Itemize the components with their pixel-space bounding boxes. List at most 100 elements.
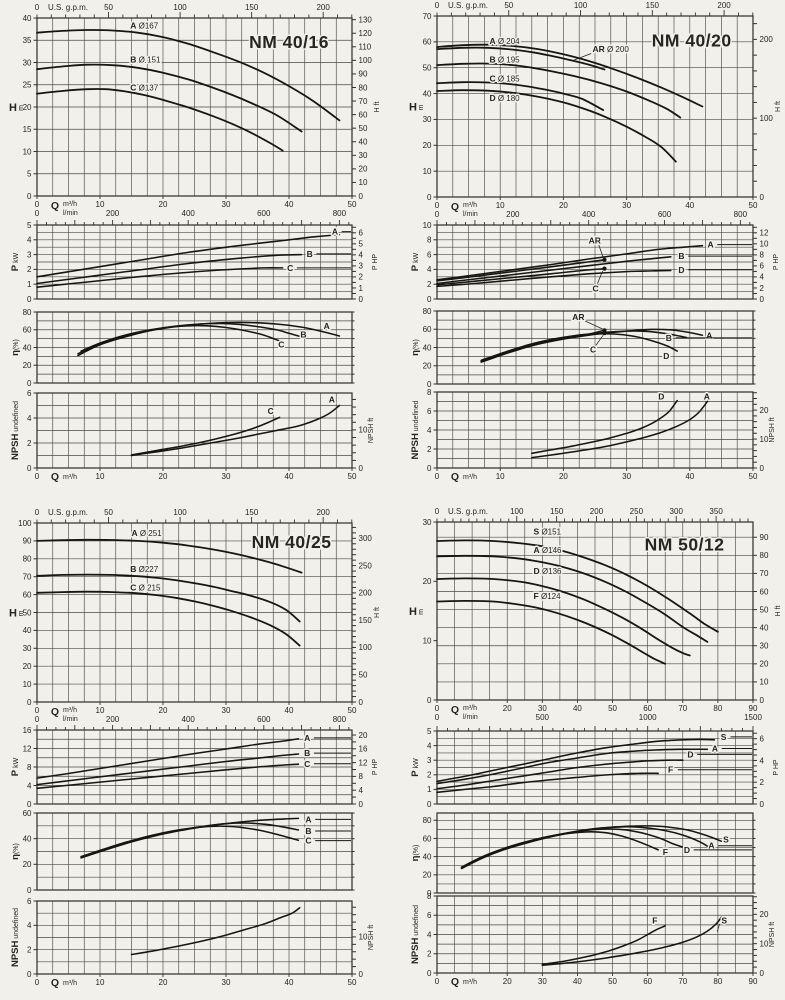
nm40-25-power-curve-C (36, 763, 300, 790)
right-tick-label: 80 (760, 551, 769, 560)
lmin-tick-label: 0 (35, 209, 40, 218)
y-tick-label: 1 (427, 785, 432, 794)
H-axis-unit: m (418, 104, 425, 110)
nm40-20-power-curve-label-B: B (678, 251, 684, 261)
q-axis-unit: m³/h (63, 201, 77, 208)
nm40-16-npsh-curve-C (130, 416, 281, 456)
q-tick-label: 10 (96, 706, 105, 715)
q-tick-label: 0 (435, 704, 440, 713)
right-tick-label: 50 (359, 124, 368, 133)
q-tick-label: 50 (348, 706, 357, 715)
chart-frame (36, 392, 353, 469)
q-tick-label: 20 (503, 977, 512, 986)
q-axis-title: Q (451, 471, 459, 483)
right-tick-label: 4 (760, 756, 765, 765)
q-axis-unit: m³/h (63, 980, 77, 987)
y-tick-label: 25 (23, 81, 32, 90)
y-tick-label: 90 (23, 537, 32, 546)
y-tick-label: 40 (23, 834, 32, 843)
y-tick-label: 4 (27, 236, 32, 245)
y-tick-label: 80 (423, 307, 432, 316)
right-tick-label: 0 (359, 800, 364, 809)
right-tick-label: 0 (359, 698, 364, 707)
nm40-25-eff-chart: 0 20 40 60 η(%) ABC (10, 809, 355, 895)
right-tick-label: 12 (359, 758, 368, 767)
q-tick-label: 60 (643, 977, 652, 986)
y-tick-label: 3 (27, 250, 32, 259)
eff-axis-title: η(%) (10, 339, 21, 356)
right-tick-label: 80 (359, 83, 368, 92)
q-axis-unit: m³/h (63, 707, 77, 714)
lmin-tick-label: 200 (106, 715, 120, 724)
q-tick-label: 40 (285, 706, 294, 715)
right-axis-title: P HP (372, 759, 379, 776)
y-tick-label: 10 (23, 680, 32, 689)
y-tick-label: 0 (27, 192, 32, 201)
nm40-16-head-curve-A (36, 29, 341, 122)
q-tick-label: 90 (749, 977, 758, 986)
right-tick-label: 0 (760, 696, 765, 705)
nm50-12-head-curve-S (436, 539, 719, 633)
q-tick-label: 30 (222, 472, 231, 481)
y-tick-label: 4 (27, 921, 32, 930)
y-tick-label: 2 (27, 265, 32, 274)
gpm-tick-label: 200 (590, 507, 604, 516)
right-tick-label: 2 (359, 273, 364, 282)
nm50-12-power-curve-D (436, 759, 684, 790)
y-tick-label: 0 (27, 464, 32, 473)
nm40-25-eff-curve-label-C: C (305, 836, 311, 846)
chart-frame (436, 521, 754, 701)
y-tick-label: 5 (27, 221, 32, 230)
y-tick-label: 4 (27, 414, 32, 423)
q-tick-label: 30 (622, 201, 631, 210)
nm50-12-power-curve-label-A: A (712, 744, 718, 754)
gpm-tick-label: 50 (504, 1, 513, 10)
y-tick-label: 20 (423, 141, 432, 150)
right-tick-label: 20 (760, 660, 769, 669)
chart-frame (436, 224, 754, 300)
q-tick-label: 50 (749, 472, 758, 481)
gpm-tick-label: 50 (104, 3, 113, 12)
right-tick-label: 0 (760, 800, 765, 809)
nm50-12-head-curve-label-S: S Ø151 (534, 526, 562, 536)
gpm-tick-label: 100 (574, 1, 588, 10)
y-tick-label: 0 (27, 698, 32, 707)
npsh-axis-title: NPSH undefined (10, 401, 21, 460)
H-axis-title: H (9, 102, 17, 114)
nm40-16-head-curve-label-B: B Ø 151 (130, 54, 161, 64)
nm50-12-eff-curve-label-D: D (684, 845, 690, 855)
panel-nm40-25: 0102030405060708090100050100150200250300… (9, 508, 381, 989)
gpm-axis-title: U.S. g.p.m. (48, 508, 88, 517)
H-axis-title: H (9, 608, 17, 620)
y-tick-label: 20 (423, 871, 432, 880)
y-tick-label: 20 (423, 362, 432, 371)
nm40-16-eff-curve-label-C: C (278, 339, 284, 349)
y-tick-label: 2 (427, 445, 432, 454)
nm40-20-head-curve-label-C: C Ø 185 (489, 74, 520, 84)
y-tick-label: 0 (427, 800, 432, 809)
right-tick-label: 6 (359, 229, 364, 238)
y-tick-label: 60 (23, 809, 32, 818)
y-tick-label: 0 (27, 970, 32, 979)
right-tick-label: 4 (359, 786, 364, 795)
q-tick-label: 0 (435, 201, 440, 210)
nm50-12-power-curve-S (436, 738, 716, 783)
nm50-12-eff-curve-F (460, 831, 659, 868)
gpm-axis-title: U.S. g.p.m. (48, 3, 88, 12)
right-tick-label: 10 (760, 939, 769, 948)
nm50-12-npsh-curve-label-F: F (652, 916, 657, 926)
q-axis-unit: m³/h (463, 474, 477, 481)
nm40-25-head-chart: 0102030405060708090100050100150200250300… (9, 508, 381, 724)
y-tick-label: 20 (23, 103, 32, 112)
nm40-16-power-chart: 0 1 2 3 4 5 0 1 2 3 4 5 6 P HP P kW A B C (10, 220, 379, 304)
nm50-12-head-curve-D (436, 577, 691, 657)
nm50-12-npsh-curve-F (541, 925, 666, 966)
q-tick-label: 30 (538, 704, 547, 713)
q-axis-title: Q (51, 471, 59, 483)
y-tick-label: 100 (18, 519, 32, 528)
q-tick-label: 30 (222, 706, 231, 715)
